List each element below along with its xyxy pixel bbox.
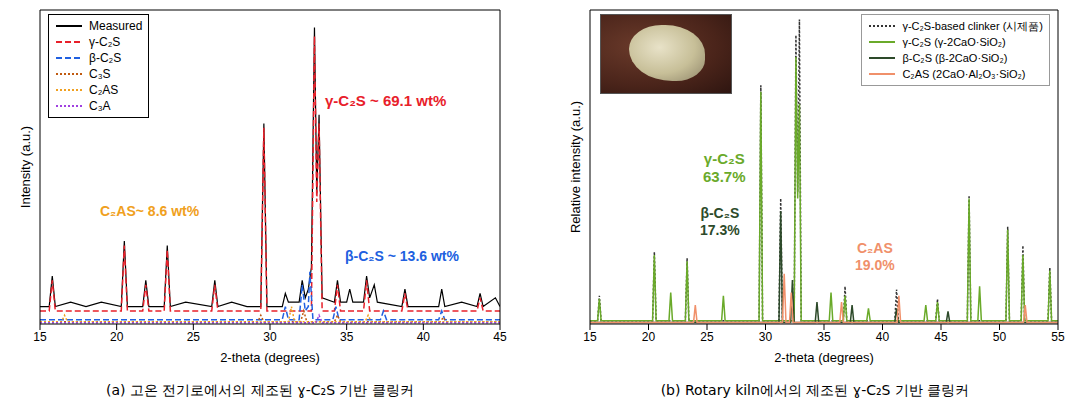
html-text:γ-C₂S (γ-2CaO·SiO₂): γ-C₂S (γ-2CaO·SiO₂) xyxy=(902,36,1006,48)
svg-text:40: 40 xyxy=(876,330,890,344)
html-text:β-C₂S (β-2CaO·SiO₂): β-C₂S (β-2CaO·SiO₂) xyxy=(902,52,1008,64)
html-text:γ-C₂S: γ-C₂S xyxy=(703,150,745,167)
svg-text:Relative intensity (a.u.): Relative intensity (a.u.) xyxy=(568,101,583,233)
html-text:C₂AS (2CaO·Al₂O₃·SiO₂): C₂AS (2CaO·Al₂O₃·SiO₂) xyxy=(902,68,1026,80)
svg-text:15: 15 xyxy=(583,330,597,344)
svg-text:25: 25 xyxy=(700,330,714,344)
svg-text:35: 35 xyxy=(340,330,354,344)
html-text:β-C₂S: β-C₂S xyxy=(700,205,740,221)
svg-text:2-theta (degrees): 2-theta (degrees) xyxy=(220,350,320,365)
svg-text:50: 50 xyxy=(993,330,1007,344)
html-text:β-C₂S ~ 13.6 wt%: β-C₂S ~ 13.6 wt% xyxy=(345,248,459,264)
svg-text:20: 20 xyxy=(110,330,124,344)
html-text:γ-C₂S ~ 69.1 wt%: γ-C₂S ~ 69.1 wt% xyxy=(325,92,447,109)
html-text:γ-C₂S: γ-C₂S xyxy=(89,35,121,49)
svg-text:2-theta (degrees): 2-theta (degrees) xyxy=(774,350,874,365)
html-text:γ-C₂S-based clinker (시제품): γ-C₂S-based clinker (시제품) xyxy=(902,20,1043,32)
html-text:C₂AS: C₂AS xyxy=(89,83,119,97)
html-text:C₂AS~ 8.6 wt%: C₂AS~ 8.6 wt% xyxy=(100,203,200,219)
svg-text:35: 35 xyxy=(817,330,831,344)
svg-text:25: 25 xyxy=(187,330,201,344)
html-text:(b) Rotary kiln에서의 제조된 ɣ-C₂S 기: (b) Rotary kiln에서의 제조된 ɣ-C₂S 기반 클링커 xyxy=(660,382,970,398)
svg-text:20: 20 xyxy=(642,330,656,344)
html-text:17.3%: 17.3% xyxy=(700,221,740,238)
html-text:C₃S: C₃S xyxy=(89,67,111,81)
svg-text:55: 55 xyxy=(1051,330,1065,344)
svg-text:30: 30 xyxy=(759,330,773,344)
svg-text:15: 15 xyxy=(33,330,47,344)
svg-text:40: 40 xyxy=(417,330,431,344)
html-text:C₂AS: C₂AS xyxy=(857,240,893,256)
html-text:β-C₂S: β-C₂S xyxy=(89,51,122,65)
html-text:(a) 고온 전기로에서의 제조된 ɣ-C₂S 기반 클링커: (a) 고온 전기로에서의 제조된 ɣ-C₂S 기반 클링커 xyxy=(106,382,414,398)
svg-text:Intensity (a.u.): Intensity (a.u.) xyxy=(18,126,33,208)
svg-text:45: 45 xyxy=(934,330,948,344)
svg-text:45: 45 xyxy=(493,330,507,344)
html-text:Measured: Measured xyxy=(89,19,143,33)
svg-text:30: 30 xyxy=(263,330,277,344)
html-text:63.7%: 63.7% xyxy=(703,168,746,185)
html-text:C₃A: C₃A xyxy=(89,99,111,113)
html-text:19.0%: 19.0% xyxy=(855,256,895,273)
